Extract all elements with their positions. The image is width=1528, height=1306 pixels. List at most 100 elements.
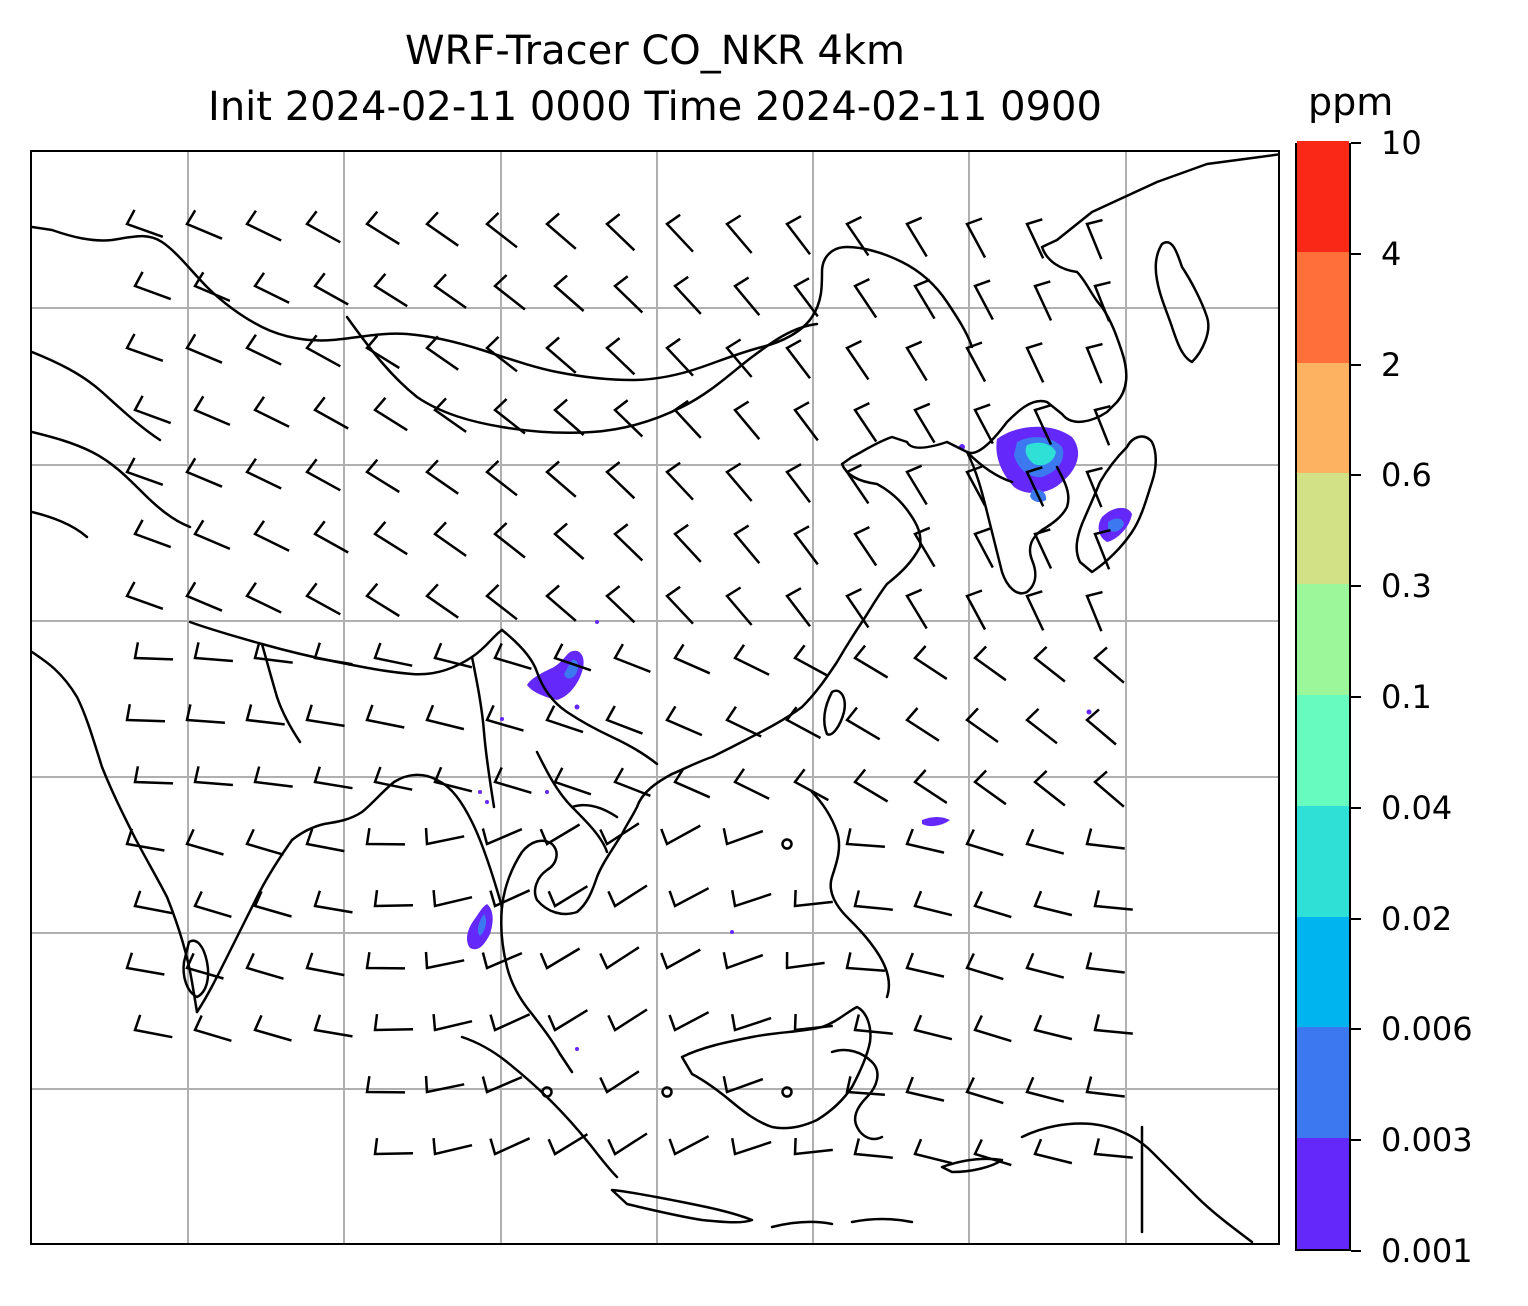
- wind-barb: [853, 401, 878, 443]
- wind-barb: [253, 396, 290, 428]
- wind-barb: [245, 828, 284, 856]
- wind-barb: [793, 644, 829, 678]
- wind-barb: [599, 822, 640, 846]
- wind-barb: [133, 519, 172, 549]
- wind-barb: [485, 212, 518, 249]
- wind-barb: [733, 276, 761, 316]
- wind-barb: [722, 952, 764, 970]
- colorbar-tick-label: 2: [1381, 345, 1402, 384]
- colorbar-tick-label: 0.1: [1381, 678, 1432, 716]
- wind-barb: [305, 458, 341, 492]
- wind-barb: [973, 279, 994, 321]
- colorbar-segment: [1297, 362, 1349, 474]
- wind-barb: [613, 399, 644, 438]
- wind-barb: [793, 1137, 833, 1156]
- wind-barb: [905, 216, 928, 258]
- wind-barb: [673, 767, 711, 799]
- colorbar-tick: [1351, 252, 1361, 255]
- wind-barb: [913, 645, 948, 680]
- coast-china-east: [670, 435, 949, 776]
- wind-barb: [1085, 466, 1103, 508]
- wind-barb: [253, 890, 292, 918]
- wind-barb: [305, 828, 345, 853]
- border-china-north: [32, 225, 974, 382]
- colorbar-tick-label: 0.001: [1381, 1232, 1473, 1270]
- border-china-southeast: [500, 628, 659, 766]
- wind-barb: [845, 587, 870, 629]
- wind-barb: [913, 769, 948, 804]
- wind-barb: [785, 339, 811, 379]
- wind-barb: [1025, 952, 1065, 979]
- colorbar-segment: [1297, 805, 1349, 917]
- wind-barb: [493, 522, 526, 559]
- wind-barb: [305, 334, 341, 368]
- wind-barb: [845, 1076, 885, 1097]
- colorbar-tick: [1351, 1139, 1361, 1142]
- wind-barb: [305, 210, 341, 244]
- wind-barb: [605, 337, 636, 376]
- wind-barb: [1093, 404, 1111, 446]
- wind-barb: [433, 642, 473, 669]
- colorbar-tick: [1351, 806, 1361, 809]
- wind-barb: [553, 767, 592, 796]
- wind-barb: [547, 885, 589, 908]
- wind-barb: [793, 277, 819, 318]
- wind-barb: [665, 705, 703, 737]
- wind-barb: [193, 519, 231, 551]
- wind-barb: [845, 339, 870, 381]
- wind-barb: [245, 334, 282, 366]
- wind-barb: [433, 397, 467, 433]
- wind-barb: [1025, 590, 1045, 631]
- wind-barb: [973, 645, 1007, 682]
- wind-barb: [365, 582, 400, 618]
- wind-barb: [365, 334, 400, 370]
- wind-barb: [493, 766, 532, 794]
- wind-barb: [605, 585, 636, 624]
- wind-barb: [665, 213, 694, 253]
- wind-barb: [733, 644, 770, 676]
- wind-barb: [673, 399, 702, 439]
- coast-sri-lanka: [182, 939, 210, 999]
- wind-barb: [607, 1008, 648, 1032]
- wind-barb: [245, 952, 284, 980]
- wind-barb: [253, 642, 293, 664]
- border-myanmar: [470, 655, 496, 809]
- colorbar-tick-label: 0.02: [1381, 899, 1453, 938]
- wind-barb: [313, 1014, 353, 1038]
- wind-barb: [733, 768, 770, 800]
- wind-barb: [373, 520, 408, 556]
- wind-barb: [185, 209, 223, 240]
- coast-lesser-sunda: [770, 1217, 914, 1229]
- wind-barb: [1085, 342, 1103, 384]
- wind-barb: [545, 705, 584, 734]
- coast-japan-honshu: [1075, 435, 1157, 574]
- colorbar-tick-label: 10: [1381, 124, 1422, 162]
- wind-barb: [313, 520, 349, 554]
- colorbar-tick-label: 4: [1381, 234, 1402, 273]
- wind-barb: [365, 704, 405, 729]
- wind-barb: [125, 581, 164, 610]
- colorbar-tick: [1351, 474, 1361, 477]
- wind-barb: [253, 1014, 292, 1042]
- wind-barb: [905, 464, 928, 506]
- wind-barb: [493, 398, 526, 435]
- wind-barb: [613, 523, 644, 562]
- colorbar-tick: [1351, 1250, 1361, 1252]
- wind-barb: [725, 338, 753, 378]
- wind-barb: [489, 1013, 531, 1032]
- colorbar-tick-label: 0.006: [1381, 1010, 1473, 1049]
- wind-barb: [1033, 645, 1066, 683]
- wind-barb: [425, 335, 459, 371]
- wind-barb: [599, 1070, 640, 1094]
- wind-barb: [673, 523, 702, 563]
- wind-barb: [432, 1137, 473, 1156]
- wind-barb: [605, 705, 643, 735]
- wind-barb: [973, 1014, 1012, 1043]
- wind-barb: [793, 525, 819, 566]
- wind-barb: [365, 1076, 406, 1094]
- wind-barb: [1025, 708, 1058, 745]
- wind-barb: [313, 766, 353, 790]
- wind-barb: [965, 341, 987, 383]
- wind-barb: [1093, 646, 1125, 684]
- wind-barb: [1025, 342, 1045, 383]
